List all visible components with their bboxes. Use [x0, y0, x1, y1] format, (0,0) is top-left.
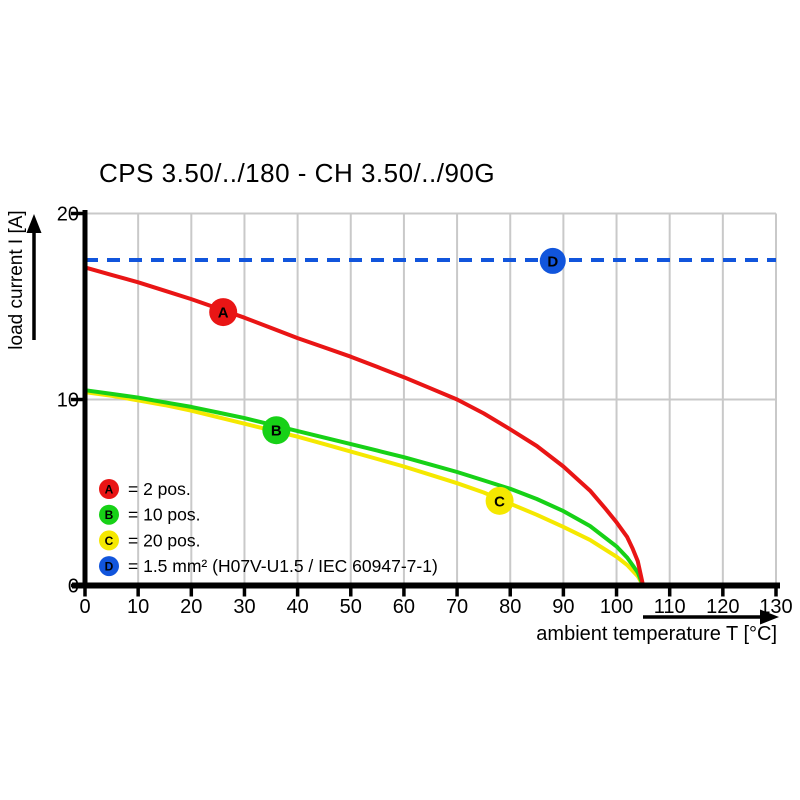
y-tick-label: 10 — [57, 390, 79, 412]
x-tick-label: 40 — [286, 596, 308, 618]
legend-swatch-letter: D — [105, 560, 114, 574]
chart-title: CPS 3.50/../180 - CH 3.50/../90G — [99, 158, 496, 188]
curve-B — [84, 388, 645, 587]
legend-item-text: = 20 pos. — [128, 530, 201, 550]
marker-A-label: A — [218, 305, 229, 322]
marker-C-label: C — [494, 493, 505, 510]
x-tick-label: 30 — [233, 596, 255, 618]
y-axis-label: load current I [A] — [6, 210, 27, 349]
legend-item-text: = 10 pos. — [128, 505, 201, 525]
x-tick-label: 120 — [706, 596, 739, 618]
curve-C — [84, 390, 645, 587]
legend-swatch-letter: A — [105, 483, 114, 497]
y-tick-label: 0 — [68, 576, 79, 598]
x-tick-label: 90 — [552, 596, 574, 618]
x-axis-arrow-head — [760, 609, 779, 625]
legend-item-text: = 1.5 mm² (H07V-U1.5 / IEC 60947-7-1) — [128, 556, 438, 576]
x-tick-label: 0 — [79, 596, 90, 618]
x-tick-label: 60 — [393, 596, 415, 618]
marker-B-label: B — [271, 423, 282, 440]
x-tick-label: 110 — [654, 596, 686, 618]
legend-swatch-letter: C — [105, 534, 114, 548]
x-tick-label: 100 — [600, 596, 633, 618]
marker-C — [485, 486, 514, 515]
legend-swatch-D — [99, 556, 119, 577]
marker-D-label: D — [547, 253, 558, 270]
x-tick-label: 10 — [127, 596, 149, 618]
legend-swatch-letter: B — [105, 508, 114, 522]
marker-D — [539, 247, 566, 274]
y-tick-label: 20 — [57, 204, 79, 226]
marker-A — [209, 298, 238, 327]
x-tick-label: 50 — [340, 596, 362, 618]
x-axis-label: ambient temperature T [°C] — [536, 623, 777, 645]
legend-item-text: = 2 pos. — [128, 479, 191, 499]
legend-swatch-C — [99, 530, 119, 551]
legend-swatch-A — [99, 479, 119, 499]
legend-swatch-B — [99, 504, 119, 525]
x-tick-label: 70 — [446, 596, 468, 618]
curve-A — [84, 265, 646, 586]
x-tick-label: 80 — [499, 596, 521, 618]
y-axis-arrow-head — [26, 214, 42, 233]
x-tick-label: 130 — [759, 596, 792, 618]
x-tick-label: 20 — [180, 596, 202, 618]
marker-B — [262, 416, 291, 445]
